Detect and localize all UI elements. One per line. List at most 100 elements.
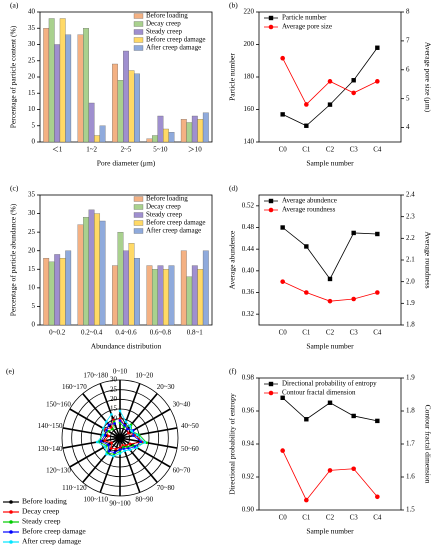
legend-label: Steady creep bbox=[146, 211, 182, 219]
angle-label: 40~50 bbox=[181, 422, 199, 430]
y-tick-label: 0.90 bbox=[242, 506, 255, 514]
bar bbox=[151, 135, 158, 143]
point bbox=[304, 417, 309, 422]
y-tick-label: 10 bbox=[28, 283, 36, 291]
y2-tick-label: 1.8 bbox=[406, 407, 415, 415]
bar bbox=[157, 265, 164, 326]
x-tick-label: ＞10 bbox=[188, 146, 202, 154]
y-axis-label: Average abundence bbox=[228, 230, 237, 289]
y2-tick-label: 1.5 bbox=[406, 506, 415, 514]
y-axis-label: Directional probability of entropy bbox=[228, 393, 237, 495]
x-tick-label: C2 bbox=[326, 329, 335, 337]
point bbox=[351, 296, 356, 302]
angle-label: 120~130 bbox=[46, 467, 71, 475]
y-tick-label: 35 bbox=[28, 24, 36, 32]
x-tick-label: C1 bbox=[302, 146, 311, 154]
point bbox=[126, 427, 129, 431]
spoke bbox=[82, 437, 121, 483]
bar bbox=[94, 135, 101, 143]
bar bbox=[134, 73, 140, 143]
y-tick-label: 30 bbox=[28, 209, 36, 217]
bar bbox=[99, 125, 106, 143]
point bbox=[105, 428, 108, 432]
point bbox=[280, 225, 285, 230]
y-tick-label: 40 bbox=[28, 8, 36, 16]
spoke bbox=[99, 383, 121, 439]
x-tick-label: C3 bbox=[350, 329, 359, 337]
bar bbox=[128, 70, 135, 143]
x-tick-label: 0.2~0.4 bbox=[81, 329, 103, 337]
angle-label: 150~160 bbox=[46, 401, 71, 409]
point bbox=[111, 427, 114, 431]
series-line bbox=[282, 450, 378, 501]
point bbox=[110, 413, 113, 416]
y-tick-label: 180 bbox=[244, 73, 255, 81]
bar bbox=[186, 122, 193, 143]
bar bbox=[54, 44, 61, 143]
bar bbox=[191, 115, 198, 143]
point bbox=[112, 454, 115, 458]
legend-marker bbox=[9, 540, 13, 544]
bar bbox=[65, 250, 72, 326]
angle-label: 100~110 bbox=[83, 496, 108, 504]
y-axis-label: Percentage of particle abundance (%) bbox=[9, 203, 18, 316]
x-tick-label: 0.4~0.6 bbox=[115, 329, 137, 337]
point bbox=[327, 468, 333, 473]
spoke bbox=[119, 437, 178, 449]
panel-label: (d) bbox=[229, 184, 238, 193]
angle-label: 10~20 bbox=[135, 372, 153, 380]
bar bbox=[191, 265, 198, 326]
point bbox=[105, 452, 108, 456]
bar bbox=[146, 265, 153, 326]
point bbox=[114, 447, 118, 451]
legend-label: Steady creep bbox=[146, 28, 182, 36]
point bbox=[135, 446, 139, 449]
legend-label: After creep damage bbox=[146, 227, 201, 235]
y-tick-label: 0.98 bbox=[242, 374, 255, 382]
y-tick-label: 0 bbox=[32, 138, 36, 146]
y2-tick-label: 1.9 bbox=[406, 374, 415, 382]
point bbox=[110, 441, 113, 445]
point bbox=[101, 427, 105, 430]
spoke bbox=[82, 393, 121, 439]
x-tick-label: C4 bbox=[373, 514, 382, 522]
point bbox=[118, 448, 122, 451]
bar bbox=[186, 276, 193, 326]
x-tick-label: C0 bbox=[279, 514, 288, 522]
spoke bbox=[119, 437, 171, 468]
bar bbox=[112, 265, 118, 326]
y-tick-label: 15 bbox=[28, 89, 36, 97]
y-tick-label: 0.96 bbox=[242, 407, 255, 415]
series-line bbox=[282, 281, 378, 302]
bar bbox=[83, 28, 89, 143]
series-line bbox=[282, 227, 378, 280]
bar bbox=[88, 209, 95, 326]
legend-label: Before loading bbox=[146, 195, 188, 203]
point bbox=[118, 452, 122, 455]
y2-tick-label: 1.8 bbox=[406, 321, 415, 329]
legend-label: Decay creep bbox=[146, 20, 181, 28]
point bbox=[118, 450, 122, 453]
angle-label: 160~170 bbox=[62, 383, 87, 391]
bar bbox=[123, 50, 129, 143]
angle-label: 60~70 bbox=[173, 467, 191, 475]
x-axis-label: Sample number bbox=[306, 527, 354, 536]
plot-frame bbox=[258, 194, 402, 326]
angle-label: 0~10 bbox=[113, 368, 128, 376]
spoke bbox=[62, 427, 121, 439]
angle-label: 130~140 bbox=[38, 445, 63, 453]
point bbox=[375, 79, 380, 84]
point bbox=[351, 90, 356, 96]
legend-swatch bbox=[133, 29, 144, 35]
bar bbox=[168, 132, 175, 143]
point bbox=[118, 417, 122, 420]
x-axis-label: Abundance distribution bbox=[91, 342, 162, 351]
legend-swatch bbox=[133, 13, 144, 19]
y-tick-label: 0.36 bbox=[242, 288, 255, 296]
point bbox=[128, 424, 132, 428]
y-axis-label: Particle number bbox=[228, 53, 237, 101]
bar bbox=[197, 119, 204, 143]
panel-label: (e) bbox=[6, 367, 15, 376]
y2-axis-label: Average pore size (μm) bbox=[423, 42, 432, 113]
bar bbox=[134, 257, 140, 326]
